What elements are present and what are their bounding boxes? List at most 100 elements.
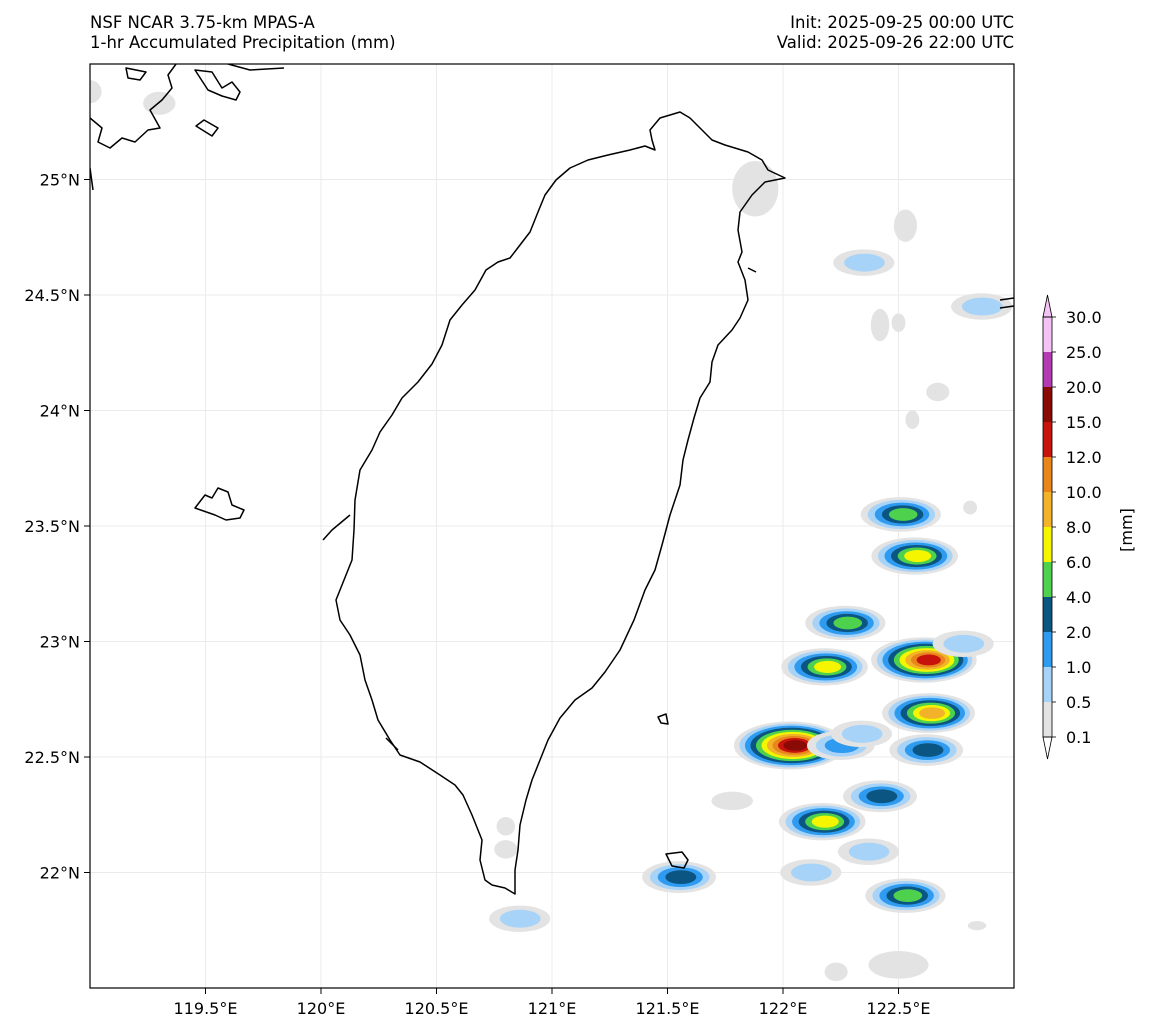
- taiwan-west-coast-detail: [322, 514, 351, 541]
- colorbar-swatch: [1043, 667, 1052, 702]
- colorbar-swatch: [1043, 562, 1052, 597]
- precip-contour: [814, 660, 842, 673]
- precip-cell: [781, 648, 868, 686]
- precip-contour: [904, 550, 932, 563]
- model-name: NSF NCAR 3.75-km MPAS-A: [90, 13, 315, 32]
- precip-cell: [889, 734, 964, 767]
- light-precip-area: [963, 500, 978, 515]
- light-precip-area: [893, 209, 917, 242]
- colorbar-labels: 0.1 0.5 1.0 2.0 4.0 6.0 8.0 10.0 12.0 15.0 20.0 25.…: [1052, 308, 1102, 747]
- valid-time: Valid: 2025-09-26 22:00 UTC: [776, 33, 1014, 52]
- precip-contour: [665, 870, 697, 884]
- colorbar-swatch: [1043, 597, 1052, 632]
- precip-cell: [733, 721, 846, 770]
- precip-contour: [790, 863, 832, 882]
- colorbar-level-label: 0.1: [1066, 728, 1091, 747]
- orchid-island: [665, 851, 689, 869]
- precip-cell: [882, 693, 975, 734]
- precip-cell: [932, 630, 994, 658]
- colorbar-swatches: [1042, 294, 1053, 760]
- colorbar-swatch: [1043, 387, 1052, 422]
- colorbar-swatch: [1043, 492, 1052, 527]
- precip-cell: [489, 905, 551, 932]
- light-precip-area: [732, 161, 779, 217]
- init-time: Init: 2025-09-25 00:00 UTC: [790, 13, 1014, 32]
- light-precip-area: [711, 791, 753, 811]
- precip-contour: [943, 634, 985, 653]
- colorbar-level-label: 30.0: [1066, 308, 1102, 327]
- colorbar-swatch: [1043, 457, 1052, 492]
- taiwan-coastline: [335, 111, 786, 895]
- light-precip-area: [143, 91, 176, 115]
- lat-tick-label: 24°N: [40, 402, 80, 421]
- light-precip-area: [824, 962, 848, 982]
- colorbar-swatch: [1043, 422, 1052, 457]
- lon-tick-label: 122°E: [759, 999, 808, 1018]
- precip-cell: [778, 803, 866, 841]
- colorbar-swatch: [1043, 317, 1052, 352]
- light-precip-area: [891, 313, 906, 332]
- precip-contour: [499, 909, 541, 928]
- colorbar-unit-label: [mm]: [1117, 508, 1136, 552]
- precip-cell: [865, 878, 946, 913]
- precip-contour: [848, 842, 890, 861]
- precip-contour: [844, 253, 885, 272]
- colorbar-swatch: [1043, 527, 1052, 562]
- colorbar-level-label: 25.0: [1066, 343, 1102, 362]
- light-precip-area: [967, 921, 987, 931]
- penghu-island: [194, 487, 245, 521]
- colorbar-level-label: 10.0: [1066, 483, 1102, 502]
- precip-contour: [916, 654, 941, 666]
- lon-tick-label: 120.5°E: [405, 999, 469, 1018]
- precip-contour: [961, 297, 1003, 316]
- map-edge-coast-east: [999, 297, 1014, 309]
- gridlines: [90, 64, 1014, 988]
- axis-ticks: 119.5°E 120°E 120.5°E 121°E 121.5°E 122°E 122.…: [24, 171, 930, 1019]
- lat-tick-label: 24.5°N: [24, 286, 80, 305]
- title-block: NSF NCAR 3.75-km MPAS-A 1-hr Accumulated…: [90, 13, 396, 53]
- precipitation-field: [90, 80, 1013, 982]
- precip-contour: [919, 707, 946, 719]
- precip-contour: [811, 815, 839, 828]
- colorbar-extend-max: [1042, 294, 1053, 318]
- lon-tick-label: 122.5°E: [867, 999, 931, 1018]
- precip-contour: [833, 616, 863, 630]
- colorbar-level-label: 0.5: [1066, 693, 1091, 712]
- colorbar-extend-min: [1042, 736, 1053, 760]
- lat-tick-label: 22°N: [40, 864, 80, 883]
- colorbar-swatch: [1043, 352, 1052, 387]
- colorbar: 0.1 0.5 1.0 2.0 4.0 6.0 8.0 10.0 12.0 15.0 20.0 25.…: [1042, 294, 1136, 760]
- colorbar-swatch: [1043, 632, 1052, 667]
- colorbar-level-label: 1.0: [1066, 658, 1091, 677]
- green-island: [657, 713, 669, 725]
- light-precip-area: [90, 80, 102, 104]
- lat-tick-label: 22.5°N: [24, 748, 80, 767]
- field-name: 1-hr Accumulated Precipitation (mm): [90, 33, 396, 52]
- colorbar-level-label: 12.0: [1066, 448, 1102, 467]
- light-precip-area: [494, 840, 518, 859]
- lon-tick-label: 121°E: [528, 999, 577, 1018]
- northeast-cape-detail: [747, 267, 757, 273]
- lon-tick-label: 119.5°E: [174, 999, 238, 1018]
- colorbar-level-label: 8.0: [1066, 518, 1091, 537]
- precip-cell: [805, 605, 886, 641]
- colorbar-level-label: 20.0: [1066, 378, 1102, 397]
- light-precip-area: [496, 817, 516, 836]
- colorbar-level-label: 6.0: [1066, 553, 1091, 572]
- lat-tick-label: 25°N: [40, 171, 80, 190]
- precip-cell: [871, 537, 958, 575]
- precip-contour: [893, 889, 923, 902]
- colorbar-swatch: [1043, 702, 1052, 737]
- precip-cell: [837, 838, 900, 865]
- lon-tick-label: 120°E: [297, 999, 346, 1018]
- precip-cell: [843, 780, 917, 813]
- precip-contour: [841, 724, 883, 743]
- precip-contour: [783, 740, 808, 751]
- precip-contour: [888, 508, 918, 521]
- precip-cell: [642, 861, 716, 894]
- precip-cell: [830, 720, 893, 748]
- lon-tick-label: 121.5°E: [636, 999, 700, 1018]
- coastlines: [90, 64, 1014, 895]
- precip-contour: [866, 789, 898, 804]
